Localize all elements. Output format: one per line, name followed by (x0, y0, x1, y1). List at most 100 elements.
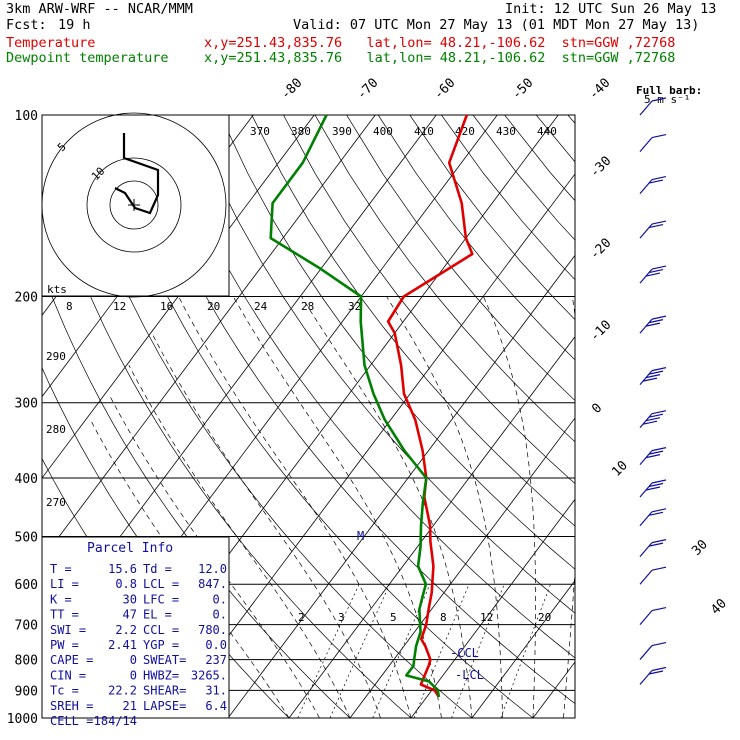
dry-adiabat-line (219, 115, 575, 570)
pressure-tick-label: 600 (15, 578, 38, 593)
pressure-tick-label: 1000 (7, 712, 38, 727)
mixing-ratio-label: 5 (390, 611, 397, 624)
mixing-ratio-label: 8 (440, 611, 447, 624)
isotherm-tick-label: -10 (587, 318, 614, 345)
parcel-stat-label: TT = (50, 608, 79, 622)
wind-barb-flag (651, 508, 667, 513)
theta-label: 440 (537, 125, 557, 138)
dry-adiabat-line (314, 115, 575, 443)
wind-barb-flag (651, 447, 667, 452)
plot-frame (41, 114, 576, 719)
pressure-tick-label: 100 (15, 109, 38, 124)
mixing-ratio-label: 12 (480, 611, 493, 624)
isotherm-line (227, 254, 575, 718)
mixing-ratio-label: 2 (298, 611, 305, 624)
parcel-stat-label: CELL = (50, 714, 93, 728)
parcel-stat-label: SREH = (50, 699, 93, 713)
wind-barb-flag (648, 319, 664, 324)
hodograph-ring (86, 157, 182, 253)
wind-barb-flag (651, 479, 667, 484)
dewpoint-legend-label: Dewpoint temperature (6, 50, 169, 66)
pressure-tick-label: 400 (15, 472, 38, 487)
hodograph-speed-tick: 32 (348, 300, 361, 313)
moist-adiabat-line (563, 296, 575, 718)
isotherm-tick-label: -70 (354, 76, 381, 103)
parcel-stat-label: CIN = (50, 668, 86, 682)
wind-barb-flag (648, 269, 664, 274)
wind-barb-column: Full barb:5 m s⁻¹ (636, 84, 702, 685)
parcel-stat-value: 21 (123, 699, 137, 713)
dry-adiabat-line (441, 115, 575, 281)
isotherm-tick-label: -60 (431, 76, 458, 103)
wind-barb-flag (651, 220, 667, 225)
isotherm-line (42, 115, 315, 479)
parcel-stat-label: T = (50, 562, 72, 576)
valid-time: Valid: 07 UTC Mon 27 May 13 (01 MDT Mon … (293, 17, 700, 33)
mixing-ratio-label: 20 (538, 611, 551, 624)
isotherm-line (594, 115, 740, 718)
wind-barb-flag (651, 134, 667, 139)
wind-barb-flag (651, 641, 667, 647)
parcel-stat-label: LI = (50, 577, 79, 591)
wind-barb-shaft (639, 542, 653, 558)
wind-barb-shaft (639, 100, 653, 116)
parcel-stat-value: 847. (198, 577, 227, 591)
dry-adiabat-line (599, 115, 740, 718)
temperature-location: x,y=251.43,835.76 lat,lon= 48.21,-106.62… (204, 35, 676, 51)
wind-barb-flag (651, 265, 667, 270)
isotherm-tick-label: -80 (278, 76, 305, 103)
dewpoint-profile-line (269, 114, 441, 698)
hodograph-speed-tick: 24 (254, 300, 268, 313)
barb-unit: 5 m s⁻¹ (644, 93, 690, 106)
parcel-stat-value: 0. (213, 608, 227, 622)
isotherm-line (471, 580, 575, 718)
mixing-ratio-line (297, 584, 360, 718)
parcel-stat-value: 31. (205, 684, 227, 698)
forecast-label: Fcst: (6, 17, 47, 33)
dry-adiabat-line (251, 115, 575, 527)
theta-label: 370 (250, 125, 270, 138)
isotherm-tick-label: 10 (609, 458, 631, 480)
isotherm-line (410, 498, 575, 718)
theta-e-label: 290 (46, 350, 66, 363)
wind-barb-shaft (639, 610, 653, 625)
hodograph-ring (41, 112, 227, 298)
wind-barb-flag (645, 486, 661, 491)
hodograph-speed-unit: kts (47, 283, 67, 296)
wind-barb-shaft (639, 670, 653, 685)
parcel-stat-label: PW = (50, 638, 79, 652)
parcel-stat-value: 0 (130, 653, 137, 667)
parcel-stat-label: LAPSE= (143, 699, 186, 713)
mixing-ratio-line (500, 584, 551, 718)
wind-barb-flag (645, 322, 661, 327)
parcel-stat-value: 0 (130, 668, 137, 682)
init-time: Init: 12 UTC Sun 26 May 13 (505, 1, 717, 17)
wind-barb-flag (645, 374, 661, 379)
wind-barb-flag (645, 272, 661, 277)
wind-barb-shaft (639, 645, 653, 660)
wind-barb-flag (642, 377, 658, 382)
wind-barb-flag (645, 454, 661, 459)
dry-adiabat-line (156, 115, 575, 659)
parcel-stat-value: 2.2 (115, 623, 137, 637)
mixing-ratio-line (372, 584, 431, 718)
parcel-stat-value: 0. (213, 592, 227, 606)
dry-adiabat-line (283, 115, 575, 485)
pressure-tick-label: 900 (15, 684, 38, 699)
parcel-stat-label: Td = (143, 562, 172, 576)
pressure-tick-label: 500 (15, 530, 38, 545)
parcel-stat-value: 184/14 (94, 714, 137, 728)
dry-adiabat-line (42, 157, 412, 718)
mixing-ratio-line (329, 584, 391, 718)
wind-barb-shaft (639, 223, 653, 239)
theta-label: 400 (373, 125, 393, 138)
wind-barb-flag (648, 542, 664, 547)
parcel-stat-value: 0.0 (205, 638, 227, 652)
wind-barb-shaft (639, 569, 653, 585)
isotherm-tick-label: -50 (509, 76, 536, 103)
wind-barb-flag (648, 511, 664, 516)
hodograph-ring (109, 180, 159, 230)
parcel-stat-label: CAPE = (50, 653, 93, 667)
